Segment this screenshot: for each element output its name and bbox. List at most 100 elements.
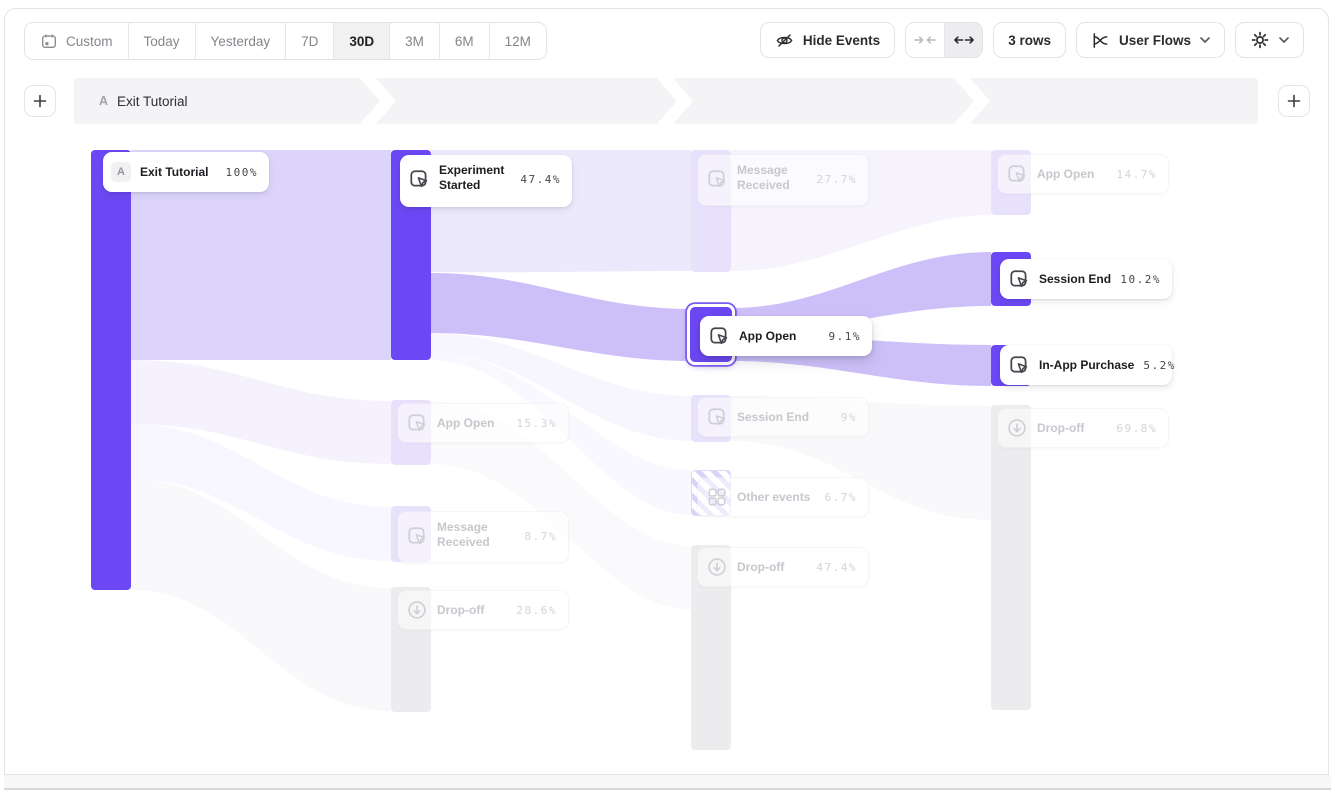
event-icon [708, 325, 730, 347]
step-chevron [654, 78, 698, 124]
node-value: 15.3% [516, 416, 557, 430]
node-card-other-events-col3[interactable]: Other events 6.7% [697, 477, 869, 517]
node-label: Experiment Started [439, 163, 505, 192]
date-range-label: Custom [66, 33, 113, 49]
eye-off-icon [775, 31, 794, 50]
chevron-down-icon [1200, 37, 1210, 43]
node-label: Drop-off [1037, 420, 1085, 435]
node-label: App Open [1037, 166, 1095, 181]
dropoff-icon [406, 599, 428, 621]
node-card-dropoff-col3[interactable]: Drop-off 47.4% [697, 547, 869, 587]
node-value: 6.7% [824, 490, 857, 504]
step-badge: A [99, 94, 109, 108]
node-value: 47.4% [816, 560, 857, 574]
gear-icon [1250, 30, 1270, 50]
node-label: App Open [739, 328, 797, 343]
node-card-app-open-col3[interactable]: App Open 9.1% [700, 316, 872, 356]
chevron-down-icon [1279, 37, 1289, 43]
date-range-label: 6M [454, 33, 474, 49]
expand-columns-button[interactable] [944, 23, 983, 57]
rows-count-label: 3 rows [1008, 32, 1051, 48]
hide-events-button[interactable]: Hide Events [759, 22, 896, 58]
node-value: 14.7% [1116, 167, 1157, 181]
node-label: Drop-off [437, 602, 485, 617]
date-range-custom[interactable]: Custom [25, 23, 129, 59]
event-icon [706, 168, 728, 190]
node-card-app-open-col2[interactable]: App Open 15.3% [397, 403, 569, 443]
date-range-picker: Custom Today Yesterday 7D 30D 3M 6M 12M [24, 22, 547, 60]
node-badge: A [111, 162, 131, 182]
sankey-bar-exit-tutorial[interactable] [91, 150, 131, 590]
date-range-label: 12M [504, 33, 531, 49]
view-type-dropdown[interactable]: User Flows [1075, 22, 1225, 58]
event-icon [706, 406, 728, 428]
view-type-label: User Flows [1118, 32, 1191, 48]
node-label: Other events [737, 489, 811, 504]
step-chevron [951, 78, 995, 124]
event-icon [406, 412, 428, 434]
steps-breadcrumb-bar[interactable]: A Exit Tutorial [74, 78, 1258, 124]
node-card-exit-tutorial[interactable]: A Exit Tutorial 100% [103, 152, 269, 192]
node-label: App Open [437, 415, 495, 430]
collapse-columns-button[interactable] [906, 23, 945, 57]
node-value: 47.4% [520, 173, 561, 186]
plus-icon [1287, 94, 1301, 108]
node-card-in-app-purchase-col4[interactable]: In-App Purchase 5.2% [1000, 345, 1174, 385]
node-label: Drop-off [737, 559, 785, 574]
footer-strip [4, 775, 1331, 790]
date-range-today[interactable]: Today [128, 23, 196, 59]
step-a-exit-tutorial[interactable]: A Exit Tutorial [99, 78, 188, 124]
date-range-7d[interactable]: 7D [286, 23, 335, 59]
toolbar-right: Hide Events 3 rows User Flows [759, 22, 1304, 58]
expand-arrows-icon [953, 35, 975, 45]
calendar-icon [40, 32, 58, 50]
node-card-experiment-started[interactable]: Experiment Started 47.4% [400, 155, 572, 207]
event-icon [1008, 268, 1030, 290]
node-label: Session End [737, 409, 810, 424]
step-label-text: Exit Tutorial [117, 93, 188, 109]
other-events-icon [706, 486, 728, 508]
date-range-label: 3M [405, 33, 424, 49]
node-value: 28.6% [516, 603, 557, 617]
plus-icon [33, 94, 47, 108]
date-range-label: Yesterday [210, 33, 271, 49]
dropoff-icon [1006, 417, 1028, 439]
add-step-end-button[interactable] [1278, 85, 1310, 117]
settings-dropdown[interactable] [1235, 22, 1304, 58]
column-width-toggle [905, 22, 984, 58]
date-range-label: 7D [301, 33, 319, 49]
node-card-session-end-col3[interactable]: Session End 9% [697, 397, 869, 437]
add-step-start-button[interactable] [24, 85, 56, 117]
node-value: 9% [840, 410, 857, 424]
date-range-label: 30D [349, 33, 375, 49]
node-card-dropoff-col4[interactable]: Drop-off 69.8% [997, 408, 1169, 448]
dropoff-icon [706, 556, 728, 578]
date-range-yesterday[interactable]: Yesterday [195, 23, 287, 59]
node-card-dropoff-col2[interactable]: Drop-off 28.6% [397, 590, 569, 630]
node-card-message-received-col3[interactable]: Message Received 27.7% [697, 154, 869, 206]
event-icon [1008, 354, 1030, 376]
node-value: 8.7% [524, 530, 557, 543]
sankey-bar-dropoff-col4[interactable] [991, 405, 1031, 710]
node-label: Message Received [437, 520, 490, 549]
hide-events-label: Hide Events [802, 32, 881, 48]
node-value: 5.2% [1143, 358, 1176, 372]
date-range-30d[interactable]: 30D [334, 23, 391, 59]
node-value: 10.2% [1120, 272, 1161, 286]
event-icon [406, 525, 428, 547]
node-card-app-open-col4[interactable]: App Open 14.7% [997, 154, 1169, 194]
node-card-message-received-col2[interactable]: Message Received 8.7% [397, 511, 569, 563]
node-label: Exit Tutorial [140, 164, 209, 179]
event-icon [1006, 163, 1028, 185]
node-value: 27.7% [816, 173, 857, 186]
event-icon [408, 168, 430, 190]
node-card-session-end-col4[interactable]: Session End 10.2% [1000, 259, 1172, 299]
node-label: In-App Purchase [1039, 357, 1135, 372]
date-range-6m[interactable]: 6M [439, 23, 490, 59]
date-range-3m[interactable]: 3M [390, 23, 440, 59]
date-range-12m[interactable]: 12M [489, 23, 546, 59]
step-chevron [357, 78, 401, 124]
rows-count-button[interactable]: 3 rows [993, 22, 1066, 58]
node-value: 100% [225, 165, 258, 179]
